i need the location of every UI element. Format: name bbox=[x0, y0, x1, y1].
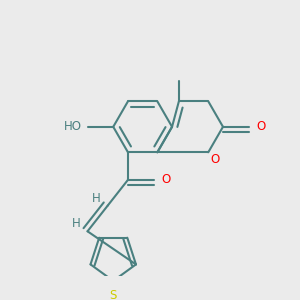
Text: H: H bbox=[92, 192, 101, 205]
Text: H: H bbox=[72, 218, 81, 230]
Text: S: S bbox=[110, 289, 117, 300]
Text: O: O bbox=[210, 153, 219, 166]
Text: HO: HO bbox=[64, 120, 82, 133]
Text: O: O bbox=[256, 120, 265, 133]
Text: O: O bbox=[161, 173, 170, 186]
